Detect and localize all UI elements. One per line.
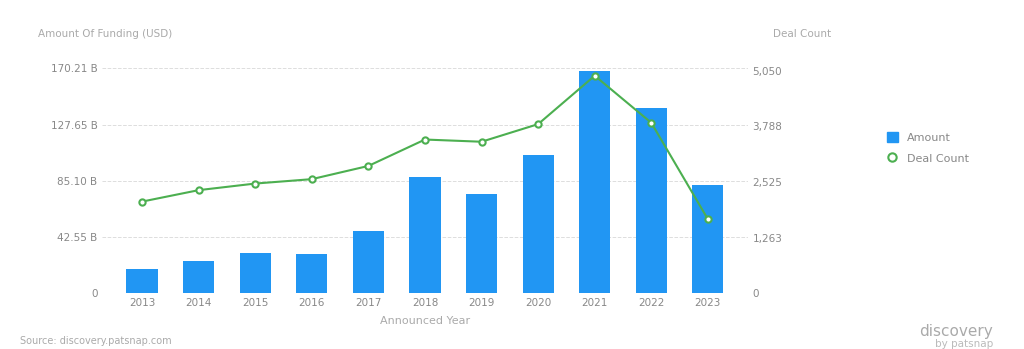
Bar <box>636 108 667 293</box>
Bar <box>410 177 440 293</box>
Bar <box>353 231 384 293</box>
Text: discovery: discovery <box>920 324 993 339</box>
Legend: Amount, Deal Count: Amount, Deal Count <box>882 128 973 168</box>
Bar <box>522 155 554 293</box>
X-axis label: Announced Year: Announced Year <box>380 316 470 326</box>
Text: Source: discovery.patsnap.com: Source: discovery.patsnap.com <box>20 335 172 346</box>
Text: Deal Count: Deal Count <box>773 29 831 39</box>
Bar <box>126 269 158 293</box>
Bar <box>296 254 328 293</box>
Bar <box>580 71 610 293</box>
Bar <box>692 185 724 293</box>
Text: Amount Of Funding (USD): Amount Of Funding (USD) <box>38 29 172 39</box>
Bar <box>183 261 214 293</box>
Bar <box>466 194 497 293</box>
Text: by patsnap: by patsnap <box>935 339 993 349</box>
Bar <box>240 253 270 293</box>
